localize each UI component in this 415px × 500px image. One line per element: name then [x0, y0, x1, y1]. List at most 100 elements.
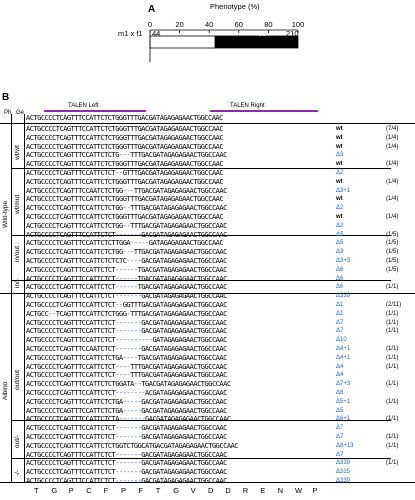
ratio-label: (1/5)	[386, 231, 399, 238]
genotype-label: wt	[336, 214, 343, 220]
amino-acid: R	[242, 486, 249, 495]
panel-a-label: A	[148, 4, 156, 15]
genotype-label: Δ7+3	[336, 381, 351, 388]
genotype-label: Δ4+1	[336, 354, 351, 361]
sequence-row: ACTGCCCCTCAGTTTCCATTCTCT------TGACGATAGA…	[26, 265, 227, 274]
sequence-row: ACTGCCCCTCAGTTTCCATTCTCTGG---TTGACGATAGA…	[26, 248, 227, 257]
amino-acid: W	[295, 486, 303, 495]
amino-acid: G	[173, 486, 180, 495]
genotype-label: Δ3+1	[336, 187, 351, 194]
sequence-row: ACTGCCCCTCAGTTTCCATTCTCT--GTTTGACGATAGAG…	[26, 169, 224, 177]
group-label-in-out: in/out	[14, 246, 21, 262]
genotype-label: Δ6	[336, 266, 344, 273]
sequence-row: ACTGCCCCTCAGTTTCCATTCTCTCTC----GACGATAGA…	[26, 257, 227, 265]
group-label-wildtype: Wild-type	[2, 200, 9, 228]
genotype-label: Δ10	[336, 337, 347, 344]
ratio-label: (1/1)	[386, 460, 399, 467]
sequence-row: ACTGCCCCTCAGTTTCCATTCTCTA-------GACGATAG…	[26, 415, 231, 424]
ratio-label: (1/1)	[386, 319, 399, 326]
sequence-row: ACTGCCCCTCAGTTTCCATTCTCT----------GATAGA…	[26, 336, 227, 345]
amino-acid: P	[121, 486, 127, 495]
genotype-label: Δ5	[336, 231, 344, 238]
divider-wt-mut	[11, 235, 391, 236]
sequence-row: ACTGCCCCTCAGTTTCCATTCTCT------TGACGATAGA…	[26, 283, 227, 292]
sequence-row: ACTGCCCCTCAGTTTCCATTCTCTGGGTTTGACGATAGAG…	[26, 177, 224, 186]
genotype-label: Δ339	[336, 293, 351, 300]
ratio-label: (1/4)	[386, 161, 399, 168]
axis-tick-label: 40	[205, 20, 213, 29]
amino-acid: V	[190, 486, 196, 495]
sequence-row: ACTGCCCCTCAGTTTCCAATCTCTGG---TTGACGATAGA…	[26, 186, 227, 195]
row-label-m1xf1: m1 x f1	[118, 29, 143, 38]
sequence-row: ACTGCCCCTCAGTTTCCATTCTCT-------GACGATAGA…	[26, 327, 227, 336]
ratio-label: (1/5)	[386, 258, 399, 264]
sequence-row: ACTGCCCCTCAGTTTCCATTCTCTGG--TTTGACGATAGA…	[26, 204, 227, 213]
genotype-label: Δ7	[336, 319, 344, 326]
sequence-row: ACTGCCCCTCAGTTTCCATTCTCTGA-----GACGATAGA…	[26, 397, 227, 406]
sequence-row: ACTGCCCCTCAGTTTCCATTCTCTGGGTTTGACGATAGAG…	[26, 195, 224, 204]
sequence-row: ACTGCCCCTCAGTTTCCATTCTCTGGGTTTGACGATAGAG…	[26, 160, 224, 169]
genotype-label: wt	[336, 196, 343, 203]
sequence-row: ACTGCCCCTCAGTTTCCATTCTCTTGGA-----GATAGAG…	[26, 239, 224, 248]
sequence-row: ACTGCCCCTCAGTTTCCATTCTCT-------GACGATAGA…	[26, 230, 227, 239]
sequence-row: ACTGCCCCTCAGTTTCCATTCTCT-------GACGATAGA…	[26, 468, 227, 477]
amino-acid: C	[86, 486, 92, 495]
genotype-label: Δ2	[336, 222, 344, 229]
genotype-label: wt	[336, 134, 343, 141]
genotype-label: Δ5	[336, 240, 344, 247]
column-ph-label: Ph	[4, 110, 12, 116]
sequence-row: ACTGCCCCTCAGTTTCCATTCTCT-------GACGATAGA…	[26, 459, 227, 468]
white-value-label: 44	[152, 29, 161, 38]
genotype-label: Δ4	[336, 363, 344, 370]
sequence-row: ACTGCCCCTCAGTTTCCATTCTCTGGTCTGGCATGACGAT…	[26, 441, 238, 450]
ratio-label: (1/4)	[386, 134, 399, 141]
group-label-out-out: out/out	[14, 370, 21, 390]
group-label-null: -/-	[14, 469, 21, 476]
ratio-label: (1/1)	[386, 310, 399, 317]
ratio-label: (1/4)	[386, 143, 399, 150]
ratio-label: (1/1)	[386, 398, 399, 405]
axis-tick-label: 80	[264, 20, 272, 29]
sequence-row: ACTGCCCCTCAGTTTCCATTCTCTGGGTTTGACGATAGAG…	[26, 133, 224, 142]
sequence-row: ACTGCCCCTCAGTTTCCAATCTCT-------GACGATAGA…	[26, 345, 227, 353]
sequence-row: ACTGCCCCTCAGTTTCCATTCTCT-------GACGATAGA…	[26, 450, 227, 459]
divider-wildtype-albino	[0, 293, 415, 294]
genotype-label: Δ4+1	[336, 346, 351, 352]
genotype-column-divider	[24, 114, 25, 482]
genotype-label: Δ1	[336, 310, 344, 317]
amino-acid: G	[51, 486, 58, 495]
amino-acid: F	[138, 486, 143, 495]
genotype-label: wt	[336, 143, 343, 150]
ratio-label: (7/4)	[386, 126, 399, 132]
ratio-label: (1/1)	[386, 354, 399, 361]
amino-acid: P	[68, 486, 74, 495]
genotype-label: Δ3+3	[336, 258, 351, 264]
divider-wt-wt	[11, 168, 391, 169]
phenotype-column-divider	[11, 114, 12, 482]
genotype-label: Δ2	[336, 205, 344, 212]
amino-acid: P	[312, 486, 318, 495]
amino-acid: T	[155, 486, 161, 495]
sequence-row: ACTGCCCCTCAGTTTCCATTCTCTGGGTTTGACGATAGAG…	[26, 125, 224, 133]
divider-out-out	[11, 420, 391, 421]
sequence-row: ACTGCCCCTCAGTTTCCATTCTCTG---TTTGACGATAGA…	[26, 151, 227, 160]
panel-b-label: B	[2, 92, 10, 103]
sequence-row: ACTGCCCCTCAGTTTCCATTCTCT------TGACGATAGA…	[26, 274, 227, 283]
genotype-label: Δ8+13	[336, 442, 354, 449]
axis-tick-label: 100	[292, 20, 305, 29]
ratio-label: (1/5)	[386, 266, 399, 273]
amino-acid: T	[34, 486, 39, 495]
divider-out-in	[11, 458, 391, 459]
sequence-row: ACTGCCCCTCAGTTTCCATTCTCTGGGTTTGACGATAGAG…	[26, 142, 224, 151]
genotype-label: wt	[336, 161, 343, 168]
genotype-label: Δ5+1	[336, 398, 351, 405]
amino-acid: D	[208, 486, 214, 495]
bottom-divider	[0, 482, 415, 483]
talen-left-bar	[44, 110, 146, 112]
sequence-row: ACTGCCCCTCAGTTTCCATTCTCTGA----TGACGATAGA…	[26, 353, 227, 362]
ratio-label: (1/4)	[386, 196, 399, 203]
ratio-label: (1/1)	[386, 346, 399, 352]
genotype-label: Δ7	[336, 434, 344, 440]
sequence-row: ACTGCCCCTCAGTTTCCATTCTCT--------ACGATAGA…	[26, 389, 227, 397]
sequence-row: ACTGCCCCTCAGTTTCCATTCTCTGGGTTTGACGATAGAG…	[26, 213, 224, 221]
